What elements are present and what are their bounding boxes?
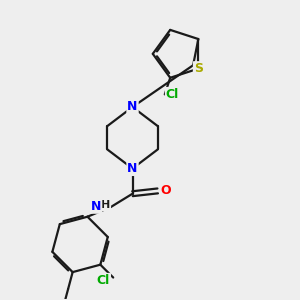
Text: N: N bbox=[127, 100, 138, 113]
Text: O: O bbox=[160, 184, 171, 197]
Text: N: N bbox=[91, 200, 101, 213]
Text: N: N bbox=[127, 162, 138, 175]
Text: Cl: Cl bbox=[166, 88, 179, 101]
Text: H: H bbox=[101, 200, 110, 210]
Text: S: S bbox=[194, 62, 203, 75]
Text: Cl: Cl bbox=[97, 274, 110, 287]
